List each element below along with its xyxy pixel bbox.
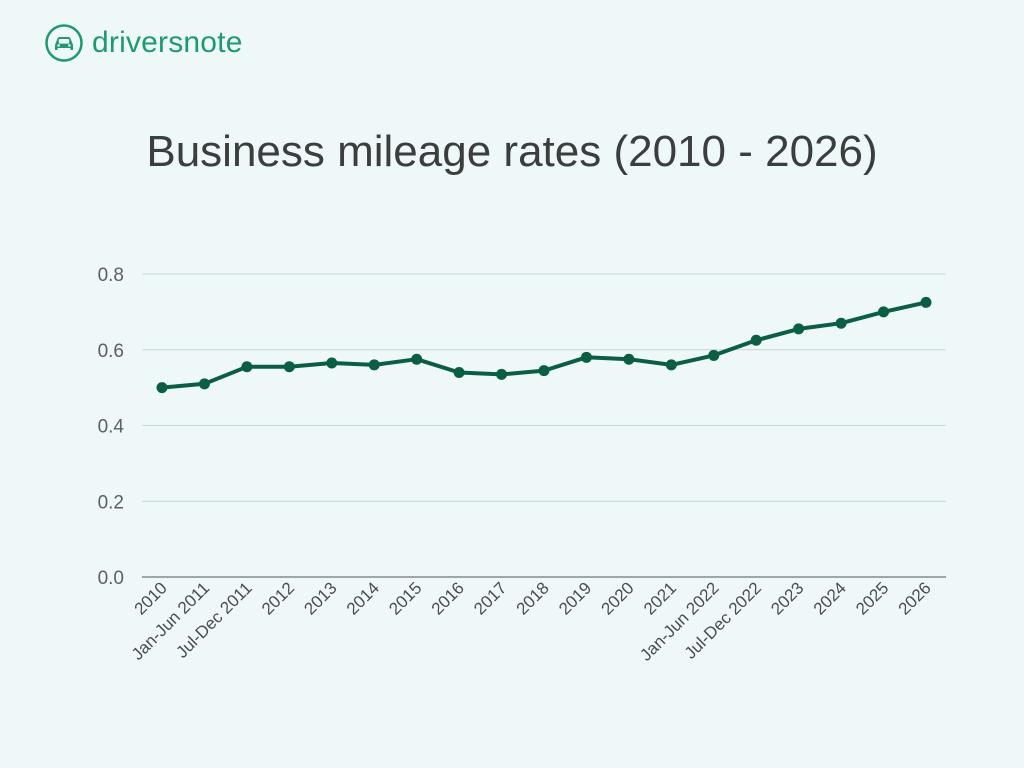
data-point [411, 353, 423, 365]
data-point [198, 378, 210, 390]
data-point [708, 349, 720, 361]
y-tick-label: 0.8 [98, 265, 124, 286]
x-tick-label: 2019 [555, 578, 595, 618]
brand-logo: driversnote [44, 22, 243, 64]
data-point [878, 306, 890, 318]
data-point [326, 357, 338, 369]
data-point [241, 361, 253, 373]
x-tick-label: 2016 [428, 578, 468, 618]
x-tick-label: 2012 [258, 578, 298, 618]
data-point [453, 366, 465, 378]
car-icon [45, 24, 83, 62]
data-point [580, 351, 592, 363]
data-point [623, 353, 635, 365]
brand-name: driversnote [92, 26, 243, 59]
x-tick-label: 2013 [300, 578, 340, 618]
data-point [750, 334, 762, 346]
data-point [156, 382, 168, 394]
data-points [156, 296, 932, 394]
data-point [835, 317, 847, 329]
x-tick-label: 2023 [767, 578, 807, 618]
x-tick-label: 2014 [343, 578, 383, 618]
data-point [496, 368, 508, 380]
data-point [920, 296, 932, 308]
grid-lines [142, 273, 946, 502]
x-tick-label: 2015 [385, 578, 425, 618]
chart-title: Business mileage rates (2010 - 2026) [146, 127, 878, 176]
data-point [793, 323, 805, 335]
x-tick-label: 2024 [810, 578, 850, 618]
data-point [368, 359, 380, 371]
x-tick-label: 2026 [895, 578, 935, 618]
x-tick-label: 2025 [852, 578, 892, 618]
y-tick-labels: 0.0 0.2 0.4 0.6 0.8 [98, 265, 125, 589]
y-tick-label: 0.6 [98, 341, 124, 362]
data-point [665, 359, 677, 371]
x-tick-label: 2018 [513, 578, 553, 618]
data-point [538, 365, 550, 377]
data-point [283, 361, 295, 373]
x-tick-label: 2017 [470, 578, 510, 618]
x-tick-label: 2020 [598, 578, 638, 618]
y-tick-label: 0.4 [98, 417, 125, 438]
y-tick-label: 0.2 [98, 492, 124, 513]
y-tick-label: 0.0 [98, 568, 124, 589]
